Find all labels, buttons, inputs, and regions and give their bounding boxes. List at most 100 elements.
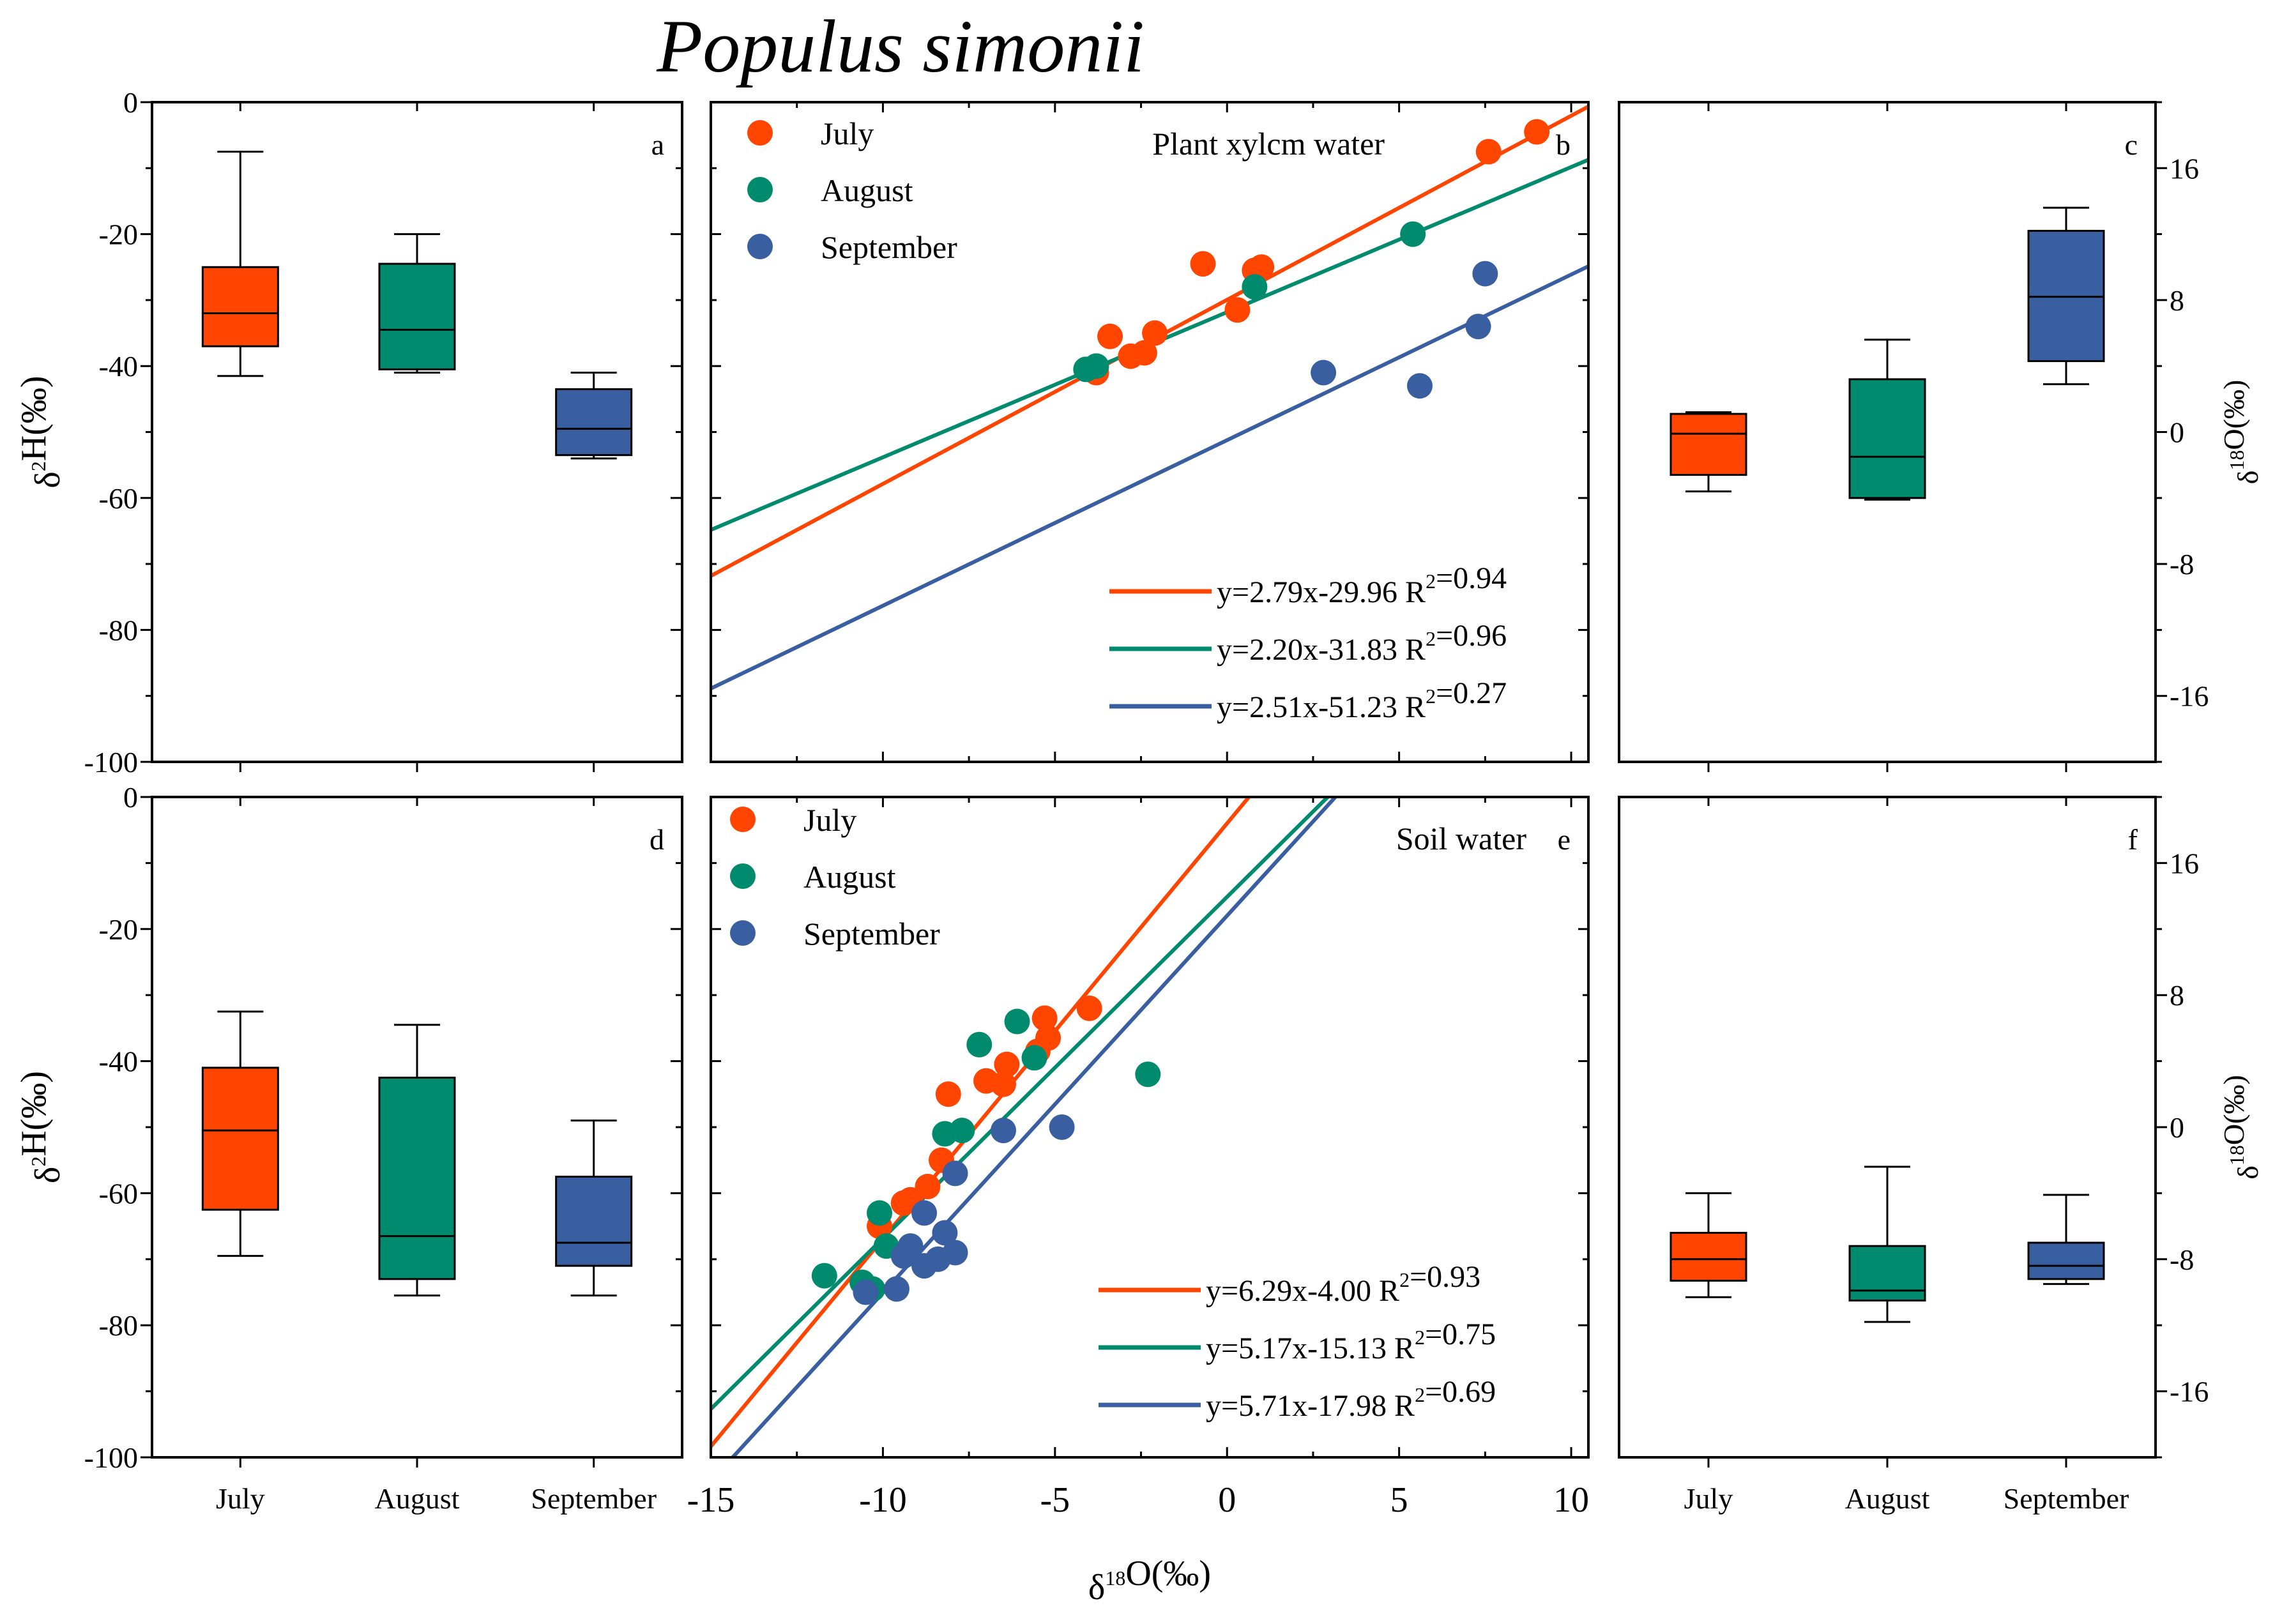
y-tick-label: -60	[99, 482, 138, 515]
iqr-box	[1848, 1245, 1926, 1301]
fit-line-august	[711, 797, 1331, 1411]
y-axis-label: δ18O(‰)	[2217, 380, 2264, 485]
y-tick-label: 0	[123, 86, 138, 119]
x-tick-label: July	[1684, 1482, 1733, 1515]
iqr-box	[555, 388, 633, 457]
data-point	[1472, 261, 1498, 287]
data-point	[1524, 119, 1550, 145]
x-axis-label: δ18O(‰)	[1088, 1554, 1211, 1607]
box-july	[1670, 411, 1747, 492]
legend-marker-august	[730, 863, 756, 889]
data-point	[1224, 297, 1251, 323]
box-july	[1670, 1192, 1747, 1298]
y-axis-label: δ2H(‰)	[14, 1071, 68, 1183]
x-tick-label: August	[1845, 1482, 1930, 1515]
x-tick-label: -5	[1040, 1480, 1070, 1520]
data-point	[811, 1263, 837, 1289]
y-axis-label: δ2H(‰)	[14, 376, 68, 488]
iqr-box	[1670, 1231, 1747, 1282]
data-point	[1097, 323, 1123, 349]
data-point	[1475, 139, 1502, 165]
x-tick-label: 0	[1218, 1480, 1236, 1520]
x-tick-label: September	[531, 1482, 657, 1515]
legend-marker-september	[747, 234, 773, 259]
box-august	[378, 233, 456, 374]
y-tick-label: -80	[99, 614, 138, 646]
plot-frame	[1618, 796, 2157, 1459]
y-tick-label: -100	[84, 746, 138, 778]
fit-equation: y=5.71x-17.98 R2=0.69	[1206, 1375, 1496, 1423]
legend-label: July	[821, 116, 874, 151]
data-point	[991, 1071, 1016, 1097]
data-point	[1021, 1045, 1047, 1071]
box-august	[1848, 1165, 1926, 1323]
box-july	[201, 150, 279, 377]
x-tick-label: September	[2004, 1482, 2129, 1515]
x-tick-label: 10	[1553, 1480, 1589, 1520]
box-september	[555, 372, 633, 460]
data-point	[1400, 221, 1426, 247]
scatter-panel-b: b Plant xylcm water July August September y=2…	[710, 101, 1590, 763]
data-point	[1083, 353, 1109, 379]
data-point	[883, 1276, 909, 1302]
y-tick-label: 0	[2170, 1111, 2184, 1144]
fit-equation: y=5.17x-15.13 R2=0.75	[1206, 1317, 1496, 1365]
y-tick-label: -8	[2170, 548, 2194, 581]
series-september	[853, 1114, 1075, 1305]
y-tick-label: 0	[123, 781, 138, 814]
legend-label: September	[821, 229, 957, 265]
panel-label: a	[651, 128, 664, 161]
panel-annotation: Plant xylcm water	[1152, 126, 1385, 162]
series-august	[1073, 221, 1426, 383]
series-july	[867, 995, 1102, 1240]
data-point	[853, 1279, 879, 1305]
legend-label: September	[803, 916, 940, 952]
x-tick-label: 5	[1390, 1480, 1408, 1520]
x-tick-label: July	[216, 1482, 265, 1515]
iqr-box	[555, 1176, 633, 1267]
data-point	[897, 1233, 924, 1259]
y-tick-label: -40	[99, 350, 138, 383]
data-point	[1049, 1114, 1075, 1140]
data-point	[935, 1081, 961, 1107]
data-point	[991, 1118, 1016, 1144]
y-tick-label: 16	[2170, 152, 2199, 185]
data-point	[949, 1118, 975, 1144]
y-axis-label: δ18O(‰)	[2217, 1075, 2264, 1180]
panel-label: f	[2128, 823, 2138, 856]
data-point	[1131, 340, 1157, 366]
box-september	[2027, 206, 2105, 386]
box-july	[201, 1010, 279, 1257]
box-panel-c: 16 8 0 -8 -16 δ18O(‰) c	[1618, 101, 2264, 772]
fit-line-september	[711, 264, 1588, 690]
y-tick-label: -8	[2170, 1243, 2194, 1276]
iqr-box	[1670, 413, 1747, 476]
data-point	[994, 1051, 1020, 1077]
y-tick-label: -40	[99, 1045, 138, 1078]
x-tick-label: -15	[687, 1480, 735, 1520]
fit-equation: y=6.29x-4.00 R2=0.93	[1206, 1260, 1480, 1308]
x-tick-label: -10	[859, 1480, 907, 1520]
box-panel-d: 0 -20 -40 -60 -80 -100 July August September δ2H(…	[14, 781, 683, 1515]
data-point	[1242, 274, 1268, 300]
iqr-box	[1848, 378, 1926, 499]
box-panel-f: 16 8 0 -8 -16 July August September δ18O(‰) f	[1618, 796, 2264, 1515]
legend-marker-august	[747, 177, 773, 202]
data-point	[1004, 1008, 1030, 1035]
panel-label: e	[1558, 823, 1571, 856]
data-point	[1031, 1005, 1058, 1031]
legend-label: August	[821, 172, 913, 208]
data-point	[1311, 360, 1337, 386]
scatter-panel-e: -15 -10 -5 0 5 10 δ18O(‰) e Soil water July August…	[687, 796, 1590, 1607]
legend-marker-july	[730, 807, 756, 832]
iqr-box	[378, 262, 456, 370]
box-september	[2027, 1194, 2105, 1286]
data-point	[1190, 251, 1216, 277]
box-september	[555, 1119, 633, 1297]
data-point	[942, 1160, 968, 1187]
fit-equation: y=2.79x-29.96 R2=0.94	[1217, 561, 1507, 609]
data-point	[942, 1240, 968, 1266]
y-tick-label: -80	[99, 1309, 138, 1342]
data-point	[1135, 1061, 1161, 1088]
